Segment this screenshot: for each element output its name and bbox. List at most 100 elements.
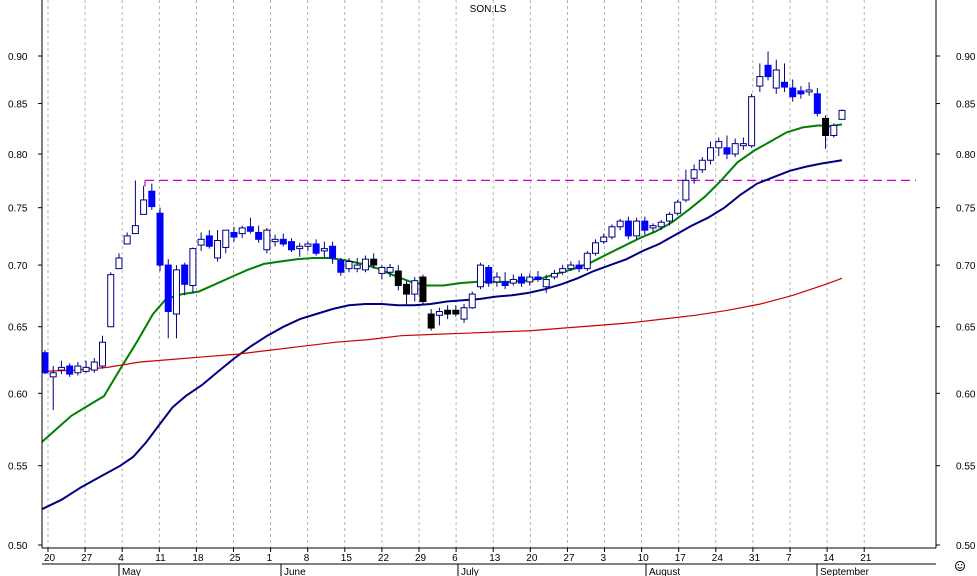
candle [550,269,558,280]
candle [246,217,254,234]
x-tick-label: 17 [675,553,687,564]
candle [222,229,230,254]
y-tick-label-right: 0.60 [956,389,976,400]
y-tick-label-right: 0.85 [956,100,976,111]
y-tick-label-left: 0.80 [8,150,28,161]
candle [690,164,698,184]
candle [756,63,764,92]
candle-body [90,361,98,371]
candle [805,82,813,96]
candle-body [780,81,788,88]
month-label: September [820,567,870,576]
candle-body [838,109,846,120]
y-tick-label-right: 0.80 [956,150,976,161]
candle [534,271,542,282]
candle [518,273,526,287]
candle-body [337,259,345,273]
x-tick-label: 13 [489,553,501,564]
candle [353,257,361,273]
candle-body [296,245,304,250]
candles [41,51,846,411]
y-tick-label-left: 0.75 [8,204,28,215]
y-tick-label-right: 0.50 [956,541,976,552]
candle-body [756,76,764,87]
candle-body [66,365,74,375]
candle-body [739,143,747,147]
candle [361,255,369,273]
candle [74,362,82,376]
candle [575,260,583,273]
candle-body [140,199,148,215]
candle-body [633,220,641,237]
y-tick-label-right: 0.55 [956,462,976,473]
candle [715,137,723,157]
candle [608,224,616,240]
candle-body [99,341,107,367]
candle-body [518,276,526,284]
x-tick-label: 24 [712,553,724,564]
candle-body [361,258,369,271]
x-tick-label: 22 [378,553,390,564]
candle-body [493,276,501,283]
candle-body [822,117,830,136]
candle-body [329,245,337,259]
axes: 0.90 0.90 0.85 0.85 0.80 0.80 0.75 0.75 0.70 0.70… [8,0,976,576]
candle-body [641,220,649,231]
candle-body [189,248,197,287]
x-tick-label: 7 [786,553,792,564]
candle [115,253,123,270]
candle-body [444,309,452,315]
x-tick-label: 27 [81,553,93,564]
month-label: May [122,567,141,576]
candle-body [172,269,180,315]
candle [600,233,608,244]
candle [559,265,567,275]
candle [148,183,156,210]
candle-body [674,201,682,214]
candle [66,363,74,377]
x-tick-label: 21 [860,553,872,564]
candle-body [526,276,534,283]
candle [205,230,213,249]
x-tick-label: 11 [155,553,166,564]
candle [271,234,279,247]
candle-body [583,252,591,270]
candle [49,366,57,411]
candle-body [485,266,493,284]
candle-body [123,235,131,245]
candle [665,212,673,226]
candle [230,226,238,242]
candle [197,232,205,251]
candle [583,250,591,272]
x-tick-label: 31 [749,553,761,564]
candle [214,230,222,262]
candle [411,277,419,302]
candle-body [287,241,295,251]
candle-body [263,229,271,251]
candle-body [682,179,690,201]
candle [731,138,739,158]
candle [378,265,386,280]
candle [296,242,304,257]
candle [707,141,715,165]
y-tick-label-left: 0.60 [8,389,28,400]
candle [263,227,271,254]
candle [624,216,632,240]
candle [682,169,690,203]
candle [164,259,172,339]
candle-body [764,64,772,78]
x-tick-label: 3 [601,553,607,564]
candle-body [181,264,189,285]
candle-body [230,231,238,238]
candle [641,216,649,235]
candle-body [616,220,624,228]
candle [370,253,378,269]
candle-body [345,261,353,270]
candle [337,257,345,276]
candle [123,232,131,245]
x-tick-label: 6 [452,553,458,564]
candle-body [222,229,230,248]
candle [452,305,460,317]
candle-body [214,239,222,259]
